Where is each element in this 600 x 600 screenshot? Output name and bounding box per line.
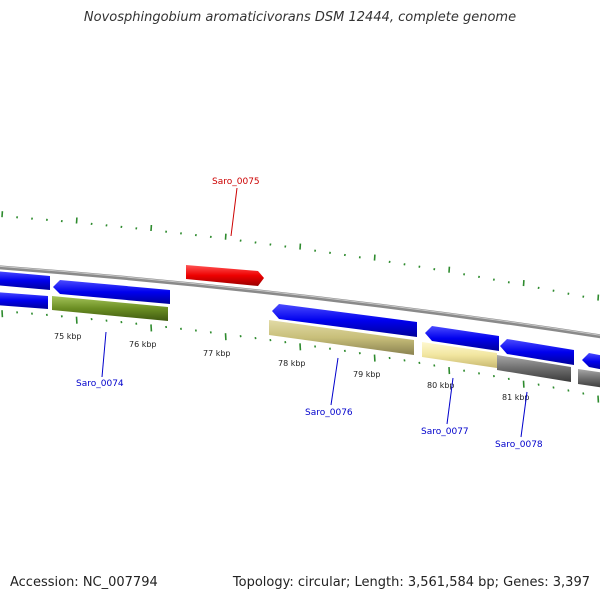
gene-callouts: Saro_0075 Saro_0074 Saro_0076 Saro_0077 … [76,177,543,450]
gene-bar-gray [578,369,600,388]
callout-leader [230,187,238,237]
tick-label-79kbp: 79 kbp [353,370,381,379]
kbp-tick-labels: 75 kbp 76 kbp 77 kbp 78 kbp 79 kbp 80 kb… [54,332,530,402]
tick-label-77kbp: 77 kbp [203,349,231,358]
cds-arrow [0,271,50,290]
reverse-strand-cds [0,271,600,370]
tick-label-80kbp: 80 kbp [427,381,455,390]
gene-bar-olive [52,296,168,321]
callout-leader [101,331,107,378]
gene-label-saro-0076: Saro_0076 [305,408,353,418]
gene-bar-pale-yellow [422,342,497,368]
genome-backbone-highlight [0,265,600,336]
callout-leader [446,377,454,425]
gene-label-saro-0077: Saro_0077 [421,427,469,437]
tick-label-78kbp: 78 kbp [278,359,306,368]
cds-arrow [0,292,48,309]
outer-tick-ruler [1,211,600,301]
genome-stats-text: Topology: circular; Length: 3,561,584 bp… [232,575,590,590]
gene-bar-gray [497,355,571,382]
gene-bar-khaki [269,320,414,355]
cds-arrow [582,353,600,370]
tick-label-75kbp: 75 kbp [54,332,82,341]
gene-label-saro-0078: Saro_0078 [495,440,543,450]
tick-label-76kbp: 76 kbp [129,340,157,349]
gene-label-saro-0074: Saro_0074 [76,379,124,389]
cds-arrow [500,339,574,365]
callout-leader [330,357,339,406]
accession-text: Accession: NC_007794 [10,575,158,590]
gene-bars [52,296,600,388]
gene-label-saro-0075: Saro_0075 [212,177,260,187]
cds-arrow [425,326,499,351]
inner-tick-ruler [1,310,600,403]
gene-saro-0075 [186,265,264,286]
cds-arrow [272,304,417,337]
cds-arrow [53,280,170,304]
tick-label-81kbp: 81 kbp [502,393,530,402]
genome-title: Novosphingobium aromaticivorans DSM 1244… [83,10,517,25]
genome-backbone [0,265,600,339]
callout-leader [520,391,528,438]
